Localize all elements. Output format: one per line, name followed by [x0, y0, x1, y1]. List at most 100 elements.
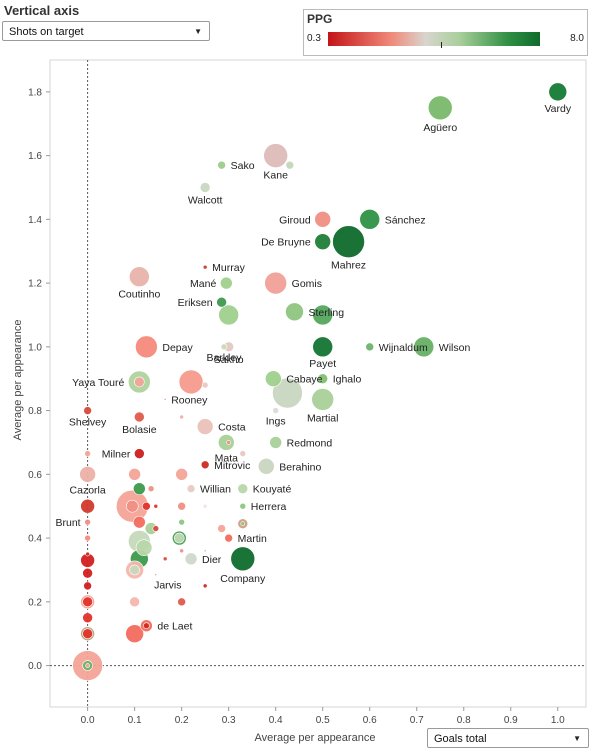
data-point[interactable] — [179, 414, 184, 420]
data-point[interactable] — [153, 503, 159, 509]
data-point[interactable] — [82, 596, 93, 608]
data-point[interactable] — [359, 209, 381, 230]
data-point[interactable] — [134, 376, 145, 388]
data-point[interactable] — [548, 82, 568, 102]
data-point[interactable] — [196, 418, 214, 435]
data-point[interactable] — [265, 370, 282, 388]
data-point[interactable] — [128, 529, 151, 553]
data-point[interactable] — [133, 482, 146, 495]
data-point[interactable] — [202, 583, 208, 589]
data-point[interactable] — [80, 626, 95, 641]
data-point[interactable] — [171, 530, 187, 546]
data-point[interactable] — [311, 388, 335, 411]
data-point[interactable] — [80, 594, 95, 610]
data-point[interactable] — [220, 343, 228, 351]
data-point[interactable] — [177, 597, 186, 607]
data-point[interactable] — [140, 619, 153, 633]
data-point[interactable] — [237, 518, 249, 530]
data-point[interactable] — [314, 211, 332, 228]
data-point[interactable] — [257, 458, 275, 475]
data-point[interactable] — [184, 552, 198, 566]
data-point[interactable] — [85, 663, 90, 668]
data-point[interactable] — [80, 553, 95, 568]
data-point[interactable] — [237, 483, 249, 494]
data-point[interactable] — [134, 411, 145, 423]
data-point[interactable] — [143, 622, 150, 630]
data-point[interactable] — [312, 304, 334, 326]
data-point[interactable] — [427, 95, 453, 121]
data-point[interactable] — [135, 539, 153, 556]
data-point[interactable] — [240, 521, 246, 527]
data-point[interactable] — [285, 302, 304, 322]
data-point[interactable] — [217, 524, 226, 533]
data-point[interactable] — [135, 335, 158, 359]
data-point[interactable] — [82, 567, 93, 579]
data-point[interactable] — [152, 525, 160, 532]
data-point[interactable] — [82, 660, 93, 671]
data-point[interactable] — [217, 160, 226, 170]
data-point[interactable] — [163, 398, 167, 401]
data-point[interactable] — [115, 489, 149, 523]
data-point[interactable] — [72, 650, 103, 681]
data-point[interactable] — [85, 551, 90, 557]
data-point[interactable] — [312, 336, 334, 358]
data-point[interactable] — [125, 560, 144, 580]
data-point[interactable] — [144, 522, 158, 535]
data-point[interactable] — [317, 373, 329, 385]
data-point[interactable] — [177, 501, 186, 511]
data-point[interactable] — [218, 304, 239, 326]
data-point[interactable] — [269, 436, 282, 449]
data-point[interactable] — [239, 450, 247, 457]
data-point[interactable] — [125, 624, 144, 643]
data-point[interactable] — [175, 468, 188, 481]
data-point[interactable] — [216, 296, 227, 308]
data-point[interactable] — [230, 546, 256, 572]
data-point[interactable] — [218, 434, 235, 451]
data-point[interactable] — [162, 556, 168, 562]
data-point[interactable] — [129, 266, 150, 288]
data-point[interactable] — [128, 370, 151, 394]
data-point[interactable] — [199, 182, 211, 193]
data-point[interactable] — [314, 233, 332, 250]
data-point[interactable] — [82, 612, 93, 624]
data-point[interactable] — [133, 515, 146, 529]
data-point[interactable] — [203, 549, 207, 553]
data-point[interactable] — [224, 533, 233, 543]
data-point[interactable] — [82, 628, 93, 639]
data-point[interactable] — [142, 501, 151, 511]
data-point[interactable] — [239, 502, 247, 510]
data-point[interactable] — [128, 468, 141, 481]
data-point[interactable] — [130, 549, 149, 569]
data-point[interactable] — [154, 573, 158, 577]
data-point[interactable] — [134, 448, 145, 459]
data-point[interactable] — [201, 381, 209, 389]
data-point[interactable] — [264, 271, 287, 295]
data-point[interactable] — [84, 518, 91, 526]
data-point[interactable] — [413, 336, 435, 358]
data-point[interactable] — [200, 460, 210, 470]
vertical-axis-dropdown[interactable]: Shots on target ▼ — [2, 21, 210, 41]
data-point[interactable] — [272, 407, 279, 414]
data-point[interactable] — [80, 498, 95, 514]
data-point[interactable] — [83, 581, 92, 591]
data-point[interactable] — [202, 503, 208, 509]
data-point[interactable] — [125, 499, 139, 513]
data-point[interactable] — [84, 534, 91, 542]
data-point[interactable] — [186, 484, 196, 493]
data-point[interactable] — [84, 450, 91, 457]
data-point[interactable] — [223, 341, 234, 353]
data-point[interactable] — [173, 532, 185, 544]
data-point[interactable] — [285, 160, 295, 170]
data-point[interactable] — [129, 564, 140, 576]
data-point[interactable] — [332, 225, 365, 258]
data-point[interactable] — [220, 276, 233, 290]
data-point[interactable] — [226, 440, 231, 445]
horizontal-axis-dropdown[interactable]: Goals total ▼ — [427, 728, 589, 748]
data-point[interactable] — [178, 518, 185, 526]
data-point[interactable] — [202, 264, 208, 270]
data-point[interactable] — [272, 377, 303, 409]
data-point[interactable] — [178, 369, 204, 395]
data-point[interactable] — [129, 596, 140, 608]
data-point[interactable] — [179, 548, 184, 554]
data-point[interactable] — [263, 143, 288, 168]
